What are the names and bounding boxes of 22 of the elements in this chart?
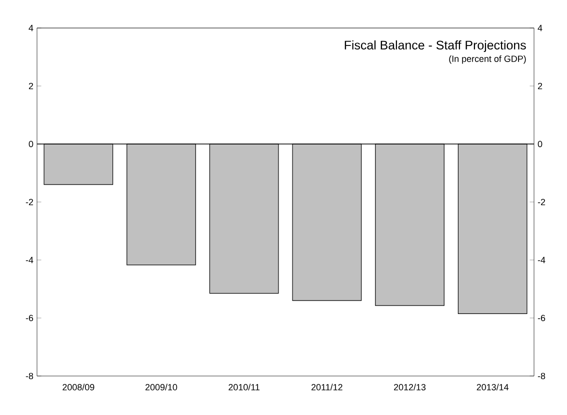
x-tick-label: 2013/14 <box>476 384 509 390</box>
text: Fiscal Balance - Staff Projections <box>344 40 526 52</box>
y-tick-label: 0 <box>538 140 542 148</box>
y-tick-label: -2 <box>538 198 546 206</box>
y2-tick-label: -4 <box>26 256 34 264</box>
text: (In percent of GDP) <box>449 55 526 64</box>
y-tick-label: -4 <box>538 256 546 264</box>
y2-tick-label: -6 <box>26 314 34 322</box>
y2-tick-label: 0 <box>28 140 34 148</box>
x-tick-label: 2012/13 <box>394 384 426 390</box>
y-tick-label: -8 <box>538 372 546 380</box>
y-tick-label: 4 <box>538 24 542 32</box>
y-tick-label: 2 <box>538 82 542 90</box>
y2-tick-label: -8 <box>26 372 34 380</box>
y2-tick-label: 4 <box>28 24 34 32</box>
y-tick-label: -6 <box>538 314 546 322</box>
x-tick-label: 2008/09 <box>62 384 94 390</box>
y2-tick-label: -2 <box>26 198 34 206</box>
x-tick-label: 2010/11 <box>228 384 260 390</box>
y2-tick-label: 2 <box>28 82 34 90</box>
x-tick-label: 2009/10 <box>146 384 178 390</box>
x-tick-label: 2011/12 <box>312 384 342 390</box>
